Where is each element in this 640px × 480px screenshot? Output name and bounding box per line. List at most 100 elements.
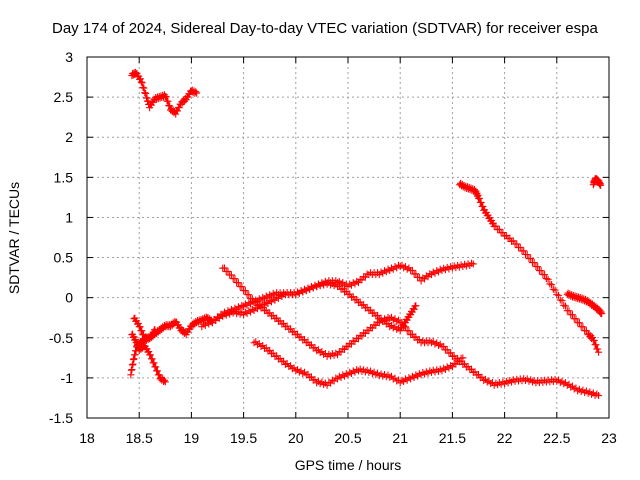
x-tick-label: 19 <box>184 430 200 446</box>
data-point <box>549 285 557 293</box>
data-point <box>565 307 573 315</box>
data-point <box>415 335 423 343</box>
data-point <box>372 371 380 379</box>
data-point <box>393 317 401 325</box>
data-point <box>597 181 605 189</box>
data-point <box>440 342 448 350</box>
data-point <box>513 240 521 248</box>
y-tick-label: 1.5 <box>54 169 74 185</box>
data-point <box>443 346 451 354</box>
data-point <box>207 317 215 325</box>
x-tick-label: 20.5 <box>334 430 361 446</box>
data-point <box>542 275 550 283</box>
data-point <box>595 392 603 400</box>
data-point <box>363 270 371 278</box>
y-tick-labels: 3 2.5 2 1.5 1 0.5 0 -0.5 -1 -1.5 <box>49 49 73 426</box>
data-point <box>138 327 146 335</box>
data-point <box>487 380 495 388</box>
data-point <box>314 280 322 288</box>
data-point <box>592 341 600 349</box>
data-point <box>227 271 235 279</box>
data-point <box>136 323 144 331</box>
data-point <box>562 302 569 310</box>
data-point <box>259 300 267 308</box>
data-point <box>479 202 487 210</box>
data-point <box>393 325 401 333</box>
data-point <box>160 376 168 384</box>
series-arc-5 <box>219 264 603 400</box>
data-point <box>280 290 288 298</box>
data-point <box>546 280 554 288</box>
data-point <box>403 265 411 273</box>
data-point <box>422 368 430 376</box>
data-point <box>527 255 535 263</box>
data-point <box>320 380 328 388</box>
data-point <box>231 275 239 283</box>
data-point <box>166 102 174 110</box>
x-tick-label: 23 <box>601 430 617 446</box>
data-point <box>408 266 416 274</box>
data-point <box>595 348 603 356</box>
data-point <box>553 291 561 299</box>
y-tick-label: -0.5 <box>49 330 73 346</box>
x-tick-labels: 18 18.5 19 19.5 20 20.5 21 21.5 22 22.5 23 <box>79 430 617 446</box>
data-point <box>459 354 467 362</box>
data-point <box>520 247 528 255</box>
data-point <box>193 89 201 97</box>
data-point <box>248 295 256 303</box>
data-point <box>440 264 448 272</box>
x-axis-label: GPS time / hours <box>295 457 402 473</box>
data-point <box>509 237 517 245</box>
data-point <box>145 348 153 356</box>
data-point <box>164 97 172 105</box>
data-point <box>412 302 420 310</box>
data-point <box>525 377 533 385</box>
data-point <box>172 110 180 118</box>
y-tick-label: 2 <box>65 129 73 145</box>
data-point <box>492 222 500 230</box>
data-point <box>475 194 483 202</box>
data-point <box>568 311 576 319</box>
data-point <box>405 327 413 335</box>
data-point <box>594 345 602 353</box>
y-tick-label: -1 <box>61 370 74 386</box>
data-point <box>410 305 418 313</box>
y-tick-label: -1.5 <box>49 410 73 426</box>
data-point <box>150 359 158 367</box>
data-point <box>415 273 423 281</box>
data-point <box>220 264 228 272</box>
data-point <box>311 376 319 384</box>
x-tick-label: 21 <box>392 430 408 446</box>
data-point <box>521 376 529 384</box>
data-point <box>142 89 150 97</box>
data-point <box>412 270 420 278</box>
data-point <box>153 367 161 375</box>
data-point <box>555 291 563 299</box>
data-point <box>171 317 179 325</box>
data-point <box>139 83 147 91</box>
series-arc-9 <box>563 289 606 318</box>
data-point <box>469 260 477 268</box>
data-point <box>234 279 242 287</box>
data-point <box>447 263 455 271</box>
data-point <box>495 225 503 233</box>
data-point <box>574 387 582 395</box>
data-point <box>434 341 442 349</box>
data-point <box>502 377 510 385</box>
x-tick-label: 21.5 <box>439 430 466 446</box>
x-tick-label: 20 <box>288 430 304 446</box>
data-point <box>455 357 463 365</box>
data-point <box>140 84 148 92</box>
series-arc-7 <box>198 279 420 335</box>
data-point <box>477 198 485 206</box>
data-point <box>528 378 536 386</box>
x-tick-label: 22.5 <box>543 430 570 446</box>
data-point <box>468 259 476 267</box>
data-point <box>590 337 598 345</box>
x-tick-label: 18.5 <box>126 430 153 446</box>
y-axis-label: SDTVAR / TECUs <box>6 182 22 294</box>
data-point <box>332 349 340 357</box>
data-point <box>173 107 181 115</box>
data-point <box>537 267 545 275</box>
